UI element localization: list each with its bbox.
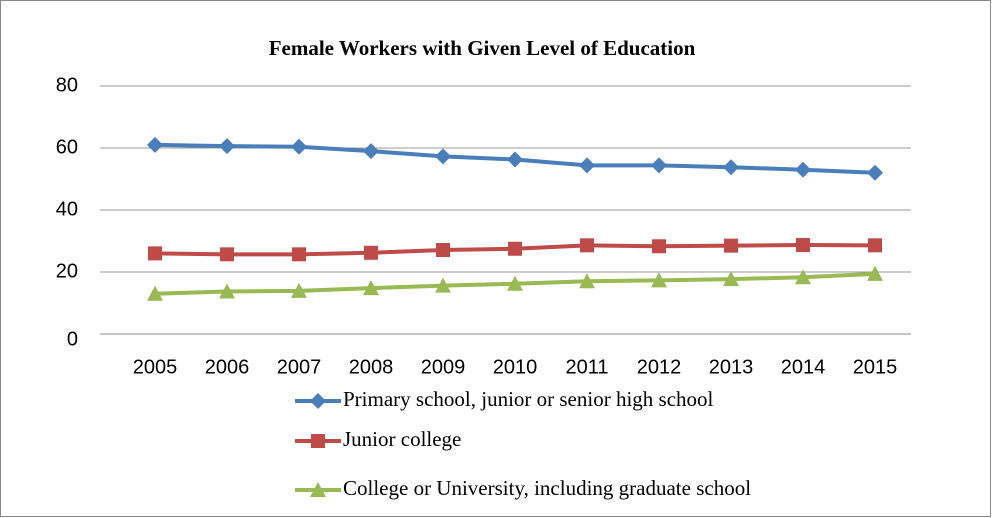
- marker: [724, 238, 738, 253]
- marker: [435, 277, 451, 293]
- marker: [291, 282, 307, 298]
- legend-label: College or University, including graduat…: [343, 476, 751, 500]
- marker: [507, 151, 523, 168]
- y-tick-label: 80: [56, 74, 78, 96]
- x-tick-label: 2011: [565, 356, 608, 378]
- marker: [795, 161, 811, 178]
- marker: [310, 393, 326, 409]
- marker: [311, 434, 325, 448]
- marker: [579, 157, 595, 174]
- y-tick-label: 40: [56, 198, 78, 220]
- marker: [363, 143, 379, 160]
- legend-label: Junior college: [343, 427, 461, 451]
- marker: [292, 247, 306, 262]
- marker: [579, 273, 595, 289]
- x-tick-label: 2006: [205, 356, 250, 378]
- marker: [364, 245, 378, 260]
- marker: [363, 280, 379, 296]
- marker: [795, 269, 811, 285]
- marker: [147, 136, 163, 153]
- marker: [435, 148, 451, 165]
- marker: [868, 238, 882, 253]
- x-tick-label: 2014: [781, 356, 826, 378]
- marker: [219, 138, 235, 155]
- marker: [291, 138, 307, 155]
- x-tick-label: 2007: [277, 356, 322, 378]
- marker: [219, 283, 235, 299]
- legend-label: Primary school, junior or senior high sc…: [343, 387, 714, 411]
- marker: [147, 285, 163, 301]
- x-tick-label: 2013: [709, 356, 754, 378]
- x-tick-label: 2009: [421, 356, 466, 378]
- marker: [436, 242, 450, 257]
- marker: [651, 157, 667, 174]
- y-tick-label: 0: [67, 328, 78, 350]
- x-tick-label: 2015: [853, 356, 898, 378]
- x-tick-label: 2008: [349, 356, 394, 378]
- marker: [652, 239, 666, 254]
- x-tick-label: 2010: [493, 356, 538, 378]
- marker: [310, 482, 326, 497]
- y-tick-label: 60: [56, 136, 78, 158]
- marker: [220, 247, 234, 262]
- marker: [580, 238, 594, 253]
- marker: [867, 164, 883, 181]
- marker: [507, 275, 523, 291]
- marker: [148, 246, 162, 261]
- marker: [508, 241, 522, 256]
- marker: [723, 159, 739, 176]
- marker: [867, 265, 883, 281]
- y-tick-label: 20: [56, 260, 78, 282]
- x-tick-label: 2005: [133, 356, 178, 378]
- x-tick-label: 2012: [637, 356, 682, 378]
- marker: [796, 238, 810, 253]
- chart-title: Female Workers with Given Level of Educa…: [269, 36, 696, 60]
- marker: [651, 272, 667, 288]
- marker: [723, 271, 739, 287]
